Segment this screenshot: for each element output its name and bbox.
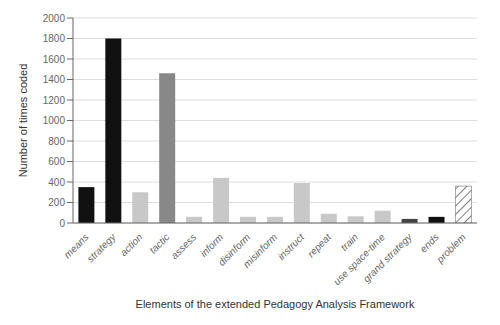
svg-text:train: train xyxy=(339,231,361,253)
svg-text:800: 800 xyxy=(48,136,65,147)
svg-text:600: 600 xyxy=(48,156,65,167)
svg-text:use space-time: use space-time xyxy=(331,231,387,288)
svg-text:1400: 1400 xyxy=(43,74,66,85)
svg-text:200: 200 xyxy=(48,197,65,208)
svg-text:grand strategy: grand strategy xyxy=(361,231,415,285)
svg-text:tactic: tactic xyxy=(147,231,171,255)
svg-text:ends: ends xyxy=(418,231,441,254)
svg-text:400: 400 xyxy=(48,177,65,188)
svg-text:action: action xyxy=(118,231,145,258)
svg-text:strategy: strategy xyxy=(85,231,119,265)
svg-text:0: 0 xyxy=(59,218,65,229)
svg-text:inform: inform xyxy=(197,231,226,259)
svg-text:instruct: instruct xyxy=(276,231,307,262)
svg-text:2000: 2000 xyxy=(43,13,66,24)
svg-text:assess: assess xyxy=(169,231,199,261)
svg-text:1000: 1000 xyxy=(43,115,66,126)
svg-text:1600: 1600 xyxy=(43,54,66,65)
svg-text:repeat: repeat xyxy=(305,231,334,260)
svg-text:problem: problem xyxy=(434,231,468,265)
svg-text:Number of times coded: Number of times coded xyxy=(17,64,29,178)
svg-text:means: means xyxy=(61,231,91,261)
svg-text:1200: 1200 xyxy=(43,95,66,106)
svg-text:disinform: disinform xyxy=(215,231,253,268)
svg-text:misinform: misinform xyxy=(241,231,279,269)
svg-text:Elements of the extended Pedag: Elements of the extended Pedagogy Analys… xyxy=(136,298,415,310)
svg-text:1800: 1800 xyxy=(43,33,66,44)
